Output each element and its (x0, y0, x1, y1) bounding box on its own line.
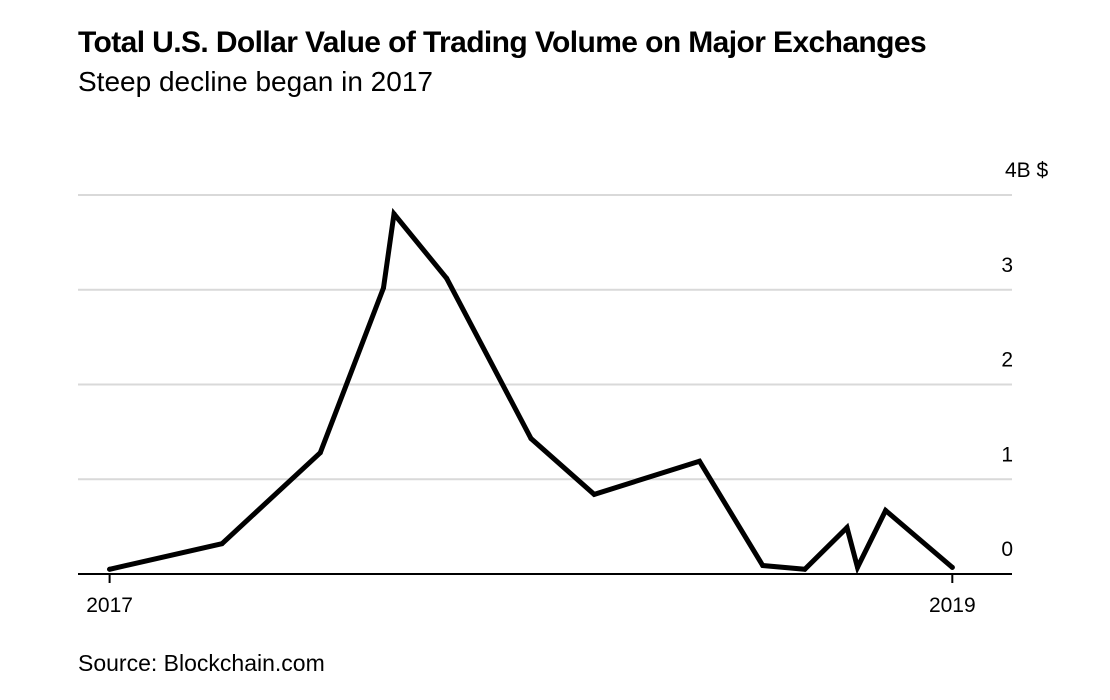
data-point (883, 508, 889, 514)
y-tick-label-1: 1 (1001, 443, 1013, 466)
y-tick-label-0: 0 (1001, 538, 1013, 561)
data-point (760, 562, 766, 568)
chart-source: Source: Blockchain.com (78, 650, 325, 676)
x-tick-label-2019: 2019 (929, 594, 976, 617)
data-point (380, 285, 386, 291)
line-chart: 0 1 2 3 4B $ 2017 2019 (78, 159, 1049, 617)
data-point (696, 458, 702, 464)
series-layer (107, 207, 955, 575)
data-point (802, 566, 808, 572)
data-point (444, 275, 450, 281)
data-point (391, 211, 397, 217)
gridlines (78, 194, 1012, 481)
data-point (107, 566, 113, 572)
data-point (591, 491, 597, 497)
data-point (528, 436, 534, 442)
x-axis: 2017 2019 (78, 573, 1012, 617)
chart-title: Total U.S. Dollar Value of Trading Volum… (78, 26, 927, 59)
data-point (855, 564, 861, 570)
chart-subtitle: Steep decline began in 2017 (78, 66, 433, 97)
x-tick-label-2017: 2017 (86, 594, 133, 617)
data-point (317, 450, 323, 456)
y-tick-label-3: 3 (1001, 254, 1013, 277)
y-tick-label-2: 2 (1001, 349, 1013, 372)
data-point (949, 564, 955, 570)
data-point (844, 525, 850, 531)
data-point (219, 541, 225, 547)
y-tick-labels: 0 1 2 3 4B $ (1001, 159, 1048, 561)
y-tick-label-4: 4B $ (1005, 159, 1049, 182)
series-line-0 (107, 207, 955, 575)
